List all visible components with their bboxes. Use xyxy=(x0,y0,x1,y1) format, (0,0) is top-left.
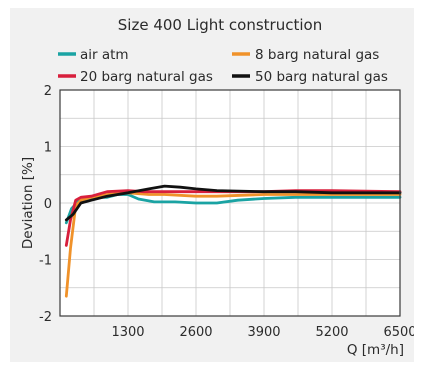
x-axis-label: Q [m³/h] xyxy=(347,342,404,358)
x-tick-label: 3900 xyxy=(247,325,280,340)
x-tick-label: 2600 xyxy=(179,325,212,340)
chart-legend: air atm 8 barg natural gas 20 barg natur… xyxy=(58,47,388,85)
y-axis-label: Deviation [%] xyxy=(20,157,36,249)
chart-title: Size 400 Light construction xyxy=(118,16,322,34)
series-line-50-barg-natural-gas xyxy=(64,184,402,222)
chart-grid xyxy=(60,90,400,316)
y-tick-label: -1 xyxy=(39,254,52,269)
tick-labels: 1300 2600 3900 5200 6500 2 1 0 -1 -2 xyxy=(39,84,414,340)
y-tick-label: 0 xyxy=(44,197,52,212)
y-tick-label: 2 xyxy=(44,84,52,99)
line-chart: Size 400 Light construction air atm 8 ba… xyxy=(20,16,414,358)
plot-frame xyxy=(59,89,401,317)
y-tick-label: 1 xyxy=(44,141,52,156)
series-line-8-barg-natural-gas xyxy=(64,191,402,298)
legend-label-50-barg: 50 barg natural gas xyxy=(255,69,388,85)
chart-panel: Size 400 Light construction air atm 8 ba… xyxy=(10,8,414,362)
legend-label-8-barg: 8 barg natural gas xyxy=(255,47,379,63)
y-tick-label: -2 xyxy=(39,310,52,325)
legend-label-20-barg: 20 barg natural gas xyxy=(80,69,213,85)
x-tick-label: 5200 xyxy=(315,325,348,340)
series-lines xyxy=(64,184,402,298)
x-tick-label: 6500 xyxy=(383,325,414,340)
legend-label-air-atm: air atm xyxy=(80,47,129,63)
x-tick-label: 1300 xyxy=(111,325,144,340)
